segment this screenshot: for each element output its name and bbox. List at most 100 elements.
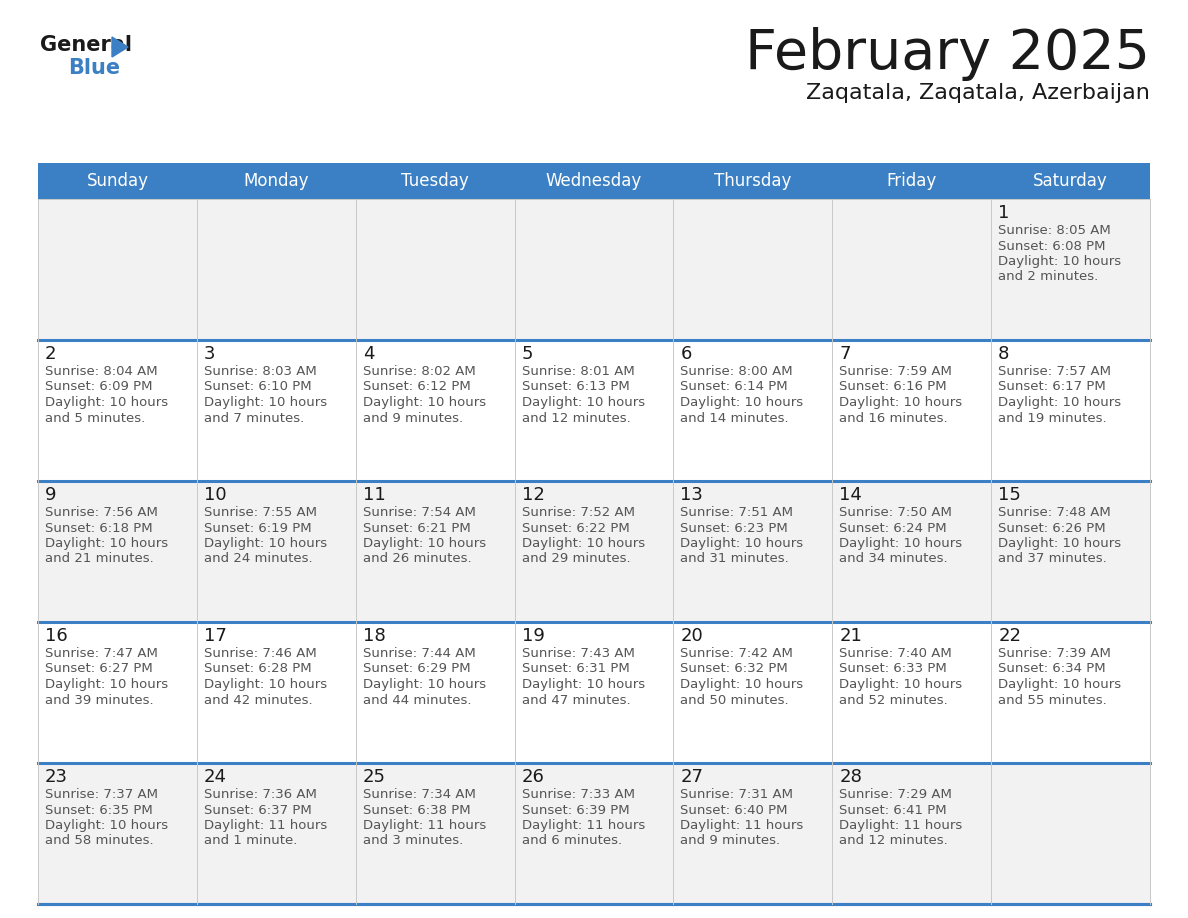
Text: 15: 15 xyxy=(998,486,1020,504)
Text: 17: 17 xyxy=(204,627,227,645)
Text: Daylight: 11 hours: Daylight: 11 hours xyxy=(681,819,803,832)
Bar xyxy=(38,622,1150,763)
Text: Daylight: 10 hours: Daylight: 10 hours xyxy=(839,396,962,409)
Text: 9: 9 xyxy=(45,486,57,504)
Text: Sunrise: 7:57 AM: Sunrise: 7:57 AM xyxy=(998,365,1111,378)
Text: Sunset: 6:28 PM: Sunset: 6:28 PM xyxy=(204,663,311,676)
Text: and 47 minutes.: and 47 minutes. xyxy=(522,693,630,707)
Text: Monday: Monday xyxy=(244,172,309,190)
Text: Sunset: 6:14 PM: Sunset: 6:14 PM xyxy=(681,380,788,394)
Text: General: General xyxy=(40,35,132,55)
Text: and 16 minutes.: and 16 minutes. xyxy=(839,411,948,424)
Text: Sunset: 6:16 PM: Sunset: 6:16 PM xyxy=(839,380,947,394)
Text: Daylight: 10 hours: Daylight: 10 hours xyxy=(998,678,1121,691)
Text: Sunrise: 8:00 AM: Sunrise: 8:00 AM xyxy=(681,365,794,378)
Text: and 26 minutes.: and 26 minutes. xyxy=(362,553,472,565)
Text: Sunset: 6:27 PM: Sunset: 6:27 PM xyxy=(45,663,153,676)
Text: Sunset: 6:18 PM: Sunset: 6:18 PM xyxy=(45,521,152,534)
Text: Sunrise: 8:02 AM: Sunrise: 8:02 AM xyxy=(362,365,475,378)
Text: Sunrise: 7:39 AM: Sunrise: 7:39 AM xyxy=(998,647,1111,660)
Text: Daylight: 10 hours: Daylight: 10 hours xyxy=(522,678,645,691)
Text: 12: 12 xyxy=(522,486,544,504)
Text: Sunrise: 8:03 AM: Sunrise: 8:03 AM xyxy=(204,365,317,378)
Text: Sunset: 6:08 PM: Sunset: 6:08 PM xyxy=(998,240,1106,252)
Text: and 50 minutes.: and 50 minutes. xyxy=(681,693,789,707)
Text: and 58 minutes.: and 58 minutes. xyxy=(45,834,153,847)
Text: 5: 5 xyxy=(522,345,533,363)
Text: Daylight: 10 hours: Daylight: 10 hours xyxy=(362,396,486,409)
Text: 27: 27 xyxy=(681,768,703,786)
Text: Sunrise: 7:52 AM: Sunrise: 7:52 AM xyxy=(522,506,634,519)
Text: Sunset: 6:39 PM: Sunset: 6:39 PM xyxy=(522,803,630,816)
Text: Sunrise: 7:37 AM: Sunrise: 7:37 AM xyxy=(45,788,158,801)
Text: and 2 minutes.: and 2 minutes. xyxy=(998,271,1099,284)
Text: Sunrise: 7:51 AM: Sunrise: 7:51 AM xyxy=(681,506,794,519)
Text: Daylight: 10 hours: Daylight: 10 hours xyxy=(998,537,1121,550)
Bar xyxy=(38,763,1150,904)
Text: February 2025: February 2025 xyxy=(745,27,1150,81)
Text: Sunset: 6:29 PM: Sunset: 6:29 PM xyxy=(362,663,470,676)
Text: and 42 minutes.: and 42 minutes. xyxy=(204,693,312,707)
Text: Sunday: Sunday xyxy=(87,172,148,190)
Text: Daylight: 11 hours: Daylight: 11 hours xyxy=(839,819,962,832)
Text: 16: 16 xyxy=(45,627,68,645)
Text: and 1 minute.: and 1 minute. xyxy=(204,834,297,847)
Text: and 52 minutes.: and 52 minutes. xyxy=(839,693,948,707)
Text: Sunrise: 7:47 AM: Sunrise: 7:47 AM xyxy=(45,647,158,660)
Text: Sunset: 6:40 PM: Sunset: 6:40 PM xyxy=(681,803,788,816)
Text: Sunrise: 7:55 AM: Sunrise: 7:55 AM xyxy=(204,506,317,519)
Text: 21: 21 xyxy=(839,627,862,645)
Text: Sunset: 6:24 PM: Sunset: 6:24 PM xyxy=(839,521,947,534)
Text: and 29 minutes.: and 29 minutes. xyxy=(522,553,630,565)
Text: 26: 26 xyxy=(522,768,544,786)
Text: and 5 minutes.: and 5 minutes. xyxy=(45,411,145,424)
Text: Sunset: 6:19 PM: Sunset: 6:19 PM xyxy=(204,521,311,534)
Text: Sunset: 6:13 PM: Sunset: 6:13 PM xyxy=(522,380,630,394)
Text: and 9 minutes.: and 9 minutes. xyxy=(362,411,463,424)
Text: Sunset: 6:21 PM: Sunset: 6:21 PM xyxy=(362,521,470,534)
Text: 1: 1 xyxy=(998,204,1010,222)
Text: Friday: Friday xyxy=(886,172,937,190)
Text: Sunrise: 7:50 AM: Sunrise: 7:50 AM xyxy=(839,506,952,519)
Text: and 24 minutes.: and 24 minutes. xyxy=(204,553,312,565)
Bar xyxy=(38,199,1150,340)
Text: Sunrise: 7:36 AM: Sunrise: 7:36 AM xyxy=(204,788,317,801)
Text: Sunrise: 7:40 AM: Sunrise: 7:40 AM xyxy=(839,647,952,660)
Text: and 21 minutes.: and 21 minutes. xyxy=(45,553,153,565)
Text: Sunrise: 8:04 AM: Sunrise: 8:04 AM xyxy=(45,365,158,378)
Text: Sunrise: 7:33 AM: Sunrise: 7:33 AM xyxy=(522,788,634,801)
Text: and 7 minutes.: and 7 minutes. xyxy=(204,411,304,424)
Text: Sunrise: 7:46 AM: Sunrise: 7:46 AM xyxy=(204,647,317,660)
Text: Sunset: 6:22 PM: Sunset: 6:22 PM xyxy=(522,521,630,534)
Text: Sunrise: 7:56 AM: Sunrise: 7:56 AM xyxy=(45,506,158,519)
Text: Daylight: 11 hours: Daylight: 11 hours xyxy=(204,819,327,832)
Text: Sunset: 6:37 PM: Sunset: 6:37 PM xyxy=(204,803,311,816)
Text: Daylight: 10 hours: Daylight: 10 hours xyxy=(45,678,169,691)
Text: Daylight: 10 hours: Daylight: 10 hours xyxy=(522,537,645,550)
Bar xyxy=(38,340,1150,481)
Text: 22: 22 xyxy=(998,627,1022,645)
Text: 7: 7 xyxy=(839,345,851,363)
Text: 19: 19 xyxy=(522,627,544,645)
Text: and 19 minutes.: and 19 minutes. xyxy=(998,411,1107,424)
Text: Daylight: 10 hours: Daylight: 10 hours xyxy=(204,537,327,550)
Text: Sunrise: 7:48 AM: Sunrise: 7:48 AM xyxy=(998,506,1111,519)
Text: and 34 minutes.: and 34 minutes. xyxy=(839,553,948,565)
Text: Daylight: 10 hours: Daylight: 10 hours xyxy=(45,396,169,409)
Text: Sunset: 6:38 PM: Sunset: 6:38 PM xyxy=(362,803,470,816)
Text: Daylight: 10 hours: Daylight: 10 hours xyxy=(204,678,327,691)
Text: Sunrise: 8:05 AM: Sunrise: 8:05 AM xyxy=(998,224,1111,237)
Text: Daylight: 11 hours: Daylight: 11 hours xyxy=(522,819,645,832)
Text: 11: 11 xyxy=(362,486,385,504)
Text: Sunrise: 7:34 AM: Sunrise: 7:34 AM xyxy=(362,788,475,801)
Text: Sunset: 6:31 PM: Sunset: 6:31 PM xyxy=(522,663,630,676)
Text: Sunset: 6:33 PM: Sunset: 6:33 PM xyxy=(839,663,947,676)
Text: Daylight: 10 hours: Daylight: 10 hours xyxy=(839,678,962,691)
Text: and 3 minutes.: and 3 minutes. xyxy=(362,834,463,847)
Text: Sunset: 6:26 PM: Sunset: 6:26 PM xyxy=(998,521,1106,534)
Text: and 55 minutes.: and 55 minutes. xyxy=(998,693,1107,707)
Text: Sunrise: 7:59 AM: Sunrise: 7:59 AM xyxy=(839,365,952,378)
Text: Sunrise: 7:44 AM: Sunrise: 7:44 AM xyxy=(362,647,475,660)
Text: Sunset: 6:32 PM: Sunset: 6:32 PM xyxy=(681,663,788,676)
Text: Thursday: Thursday xyxy=(714,172,791,190)
